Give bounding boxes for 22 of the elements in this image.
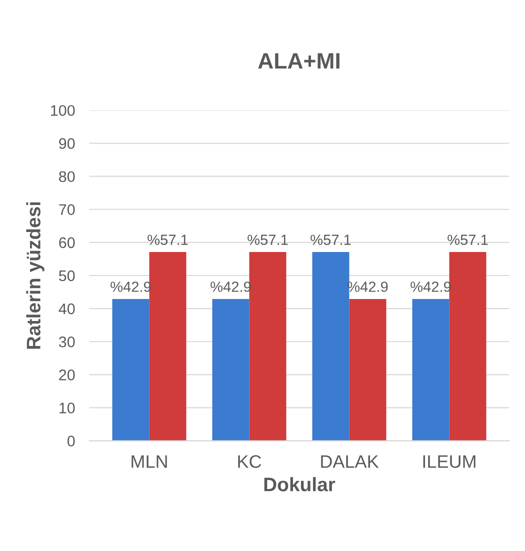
y-axis-title: Ratlerin yüzdesi xyxy=(26,202,44,349)
y-tick-label: 60 xyxy=(59,237,75,248)
y-tick-label: 80 xyxy=(59,171,75,182)
x-tick-label: KC xyxy=(238,455,262,468)
x-axis-title: Dokular xyxy=(264,477,336,492)
y-tick-label: 20 xyxy=(59,370,75,380)
x-tick-label: DALAK xyxy=(321,455,379,468)
y-tick-label: 30 xyxy=(58,336,75,348)
chart-title: ALA+MI xyxy=(258,53,340,69)
y-tick-label: 100 xyxy=(51,105,75,116)
y-tick-label: 40 xyxy=(58,303,75,314)
x-tick-label: MLN xyxy=(132,455,167,468)
y-tick-label: 50 xyxy=(58,270,75,282)
y-tick-label: 10 xyxy=(60,402,75,414)
data-label: %57.1 xyxy=(448,234,488,245)
data-label: %57.1 xyxy=(310,234,351,245)
x-tick-label: ILEUM xyxy=(423,455,476,468)
data-label: %57.1 xyxy=(248,234,288,245)
data-label: %57.1 xyxy=(148,234,188,245)
y-tick-label: 90 xyxy=(59,138,75,149)
y-tick-label: 0 xyxy=(67,436,75,446)
y-tick-label: 70 xyxy=(59,204,75,216)
